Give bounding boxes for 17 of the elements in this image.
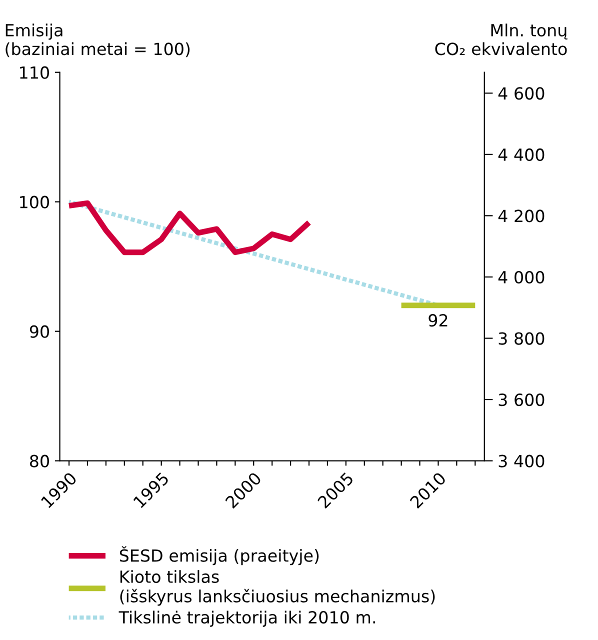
legend-label: ŠESD emisija (praeityje) xyxy=(120,546,319,566)
y2-tick-label: 4 000 xyxy=(498,270,544,284)
y-tick-label: 80 xyxy=(30,454,49,468)
y2-tick-label: 3 400 xyxy=(498,454,544,468)
annotation: 92 xyxy=(428,314,448,327)
y2-tick-label: 4 600 xyxy=(498,87,544,100)
y2-tick-label: 3 800 xyxy=(498,332,544,345)
y2-tick-label: 4 200 xyxy=(498,210,544,222)
y-axis-title: Emisija (baziniai metai = 100) xyxy=(6,24,190,58)
y2-axis-title: Mln. tonų CO₂ ekvivalento xyxy=(435,24,568,56)
legend-label: Tikslinė trajektorija iki 2010 m. xyxy=(118,610,375,627)
y2-tick-label: 4 400 xyxy=(498,148,544,161)
y-tick-label: 100 xyxy=(20,196,49,208)
y2-tick-label: 3 600 xyxy=(498,393,544,406)
legend-label: Kioto tikslas (išskyrus lanksčiuosius mechanizmus) xyxy=(120,570,435,606)
y-tick-label: 90 xyxy=(30,325,49,338)
y-tick-label: 110 xyxy=(20,66,49,79)
